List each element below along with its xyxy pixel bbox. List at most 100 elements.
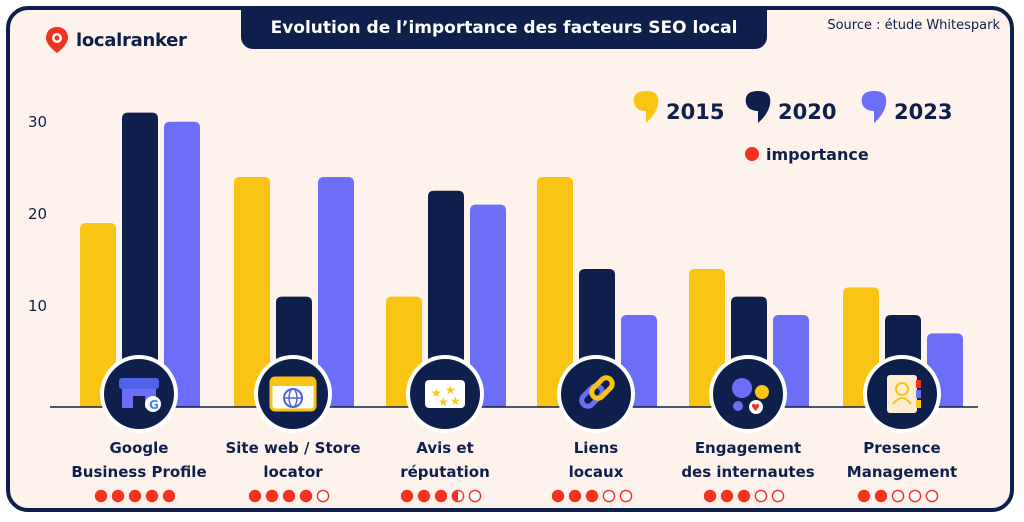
category-label-line: Presence bbox=[863, 439, 941, 457]
store-door bbox=[133, 396, 145, 408]
importance-dot-half-fill bbox=[451, 489, 458, 503]
importance-dot-filled bbox=[585, 489, 599, 503]
importance-dot-empty bbox=[891, 489, 905, 503]
legend-marker-2015 bbox=[633, 91, 659, 123]
review-star: ★ bbox=[450, 394, 461, 408]
review-bubble bbox=[425, 380, 465, 408]
importance-dot-filled bbox=[111, 489, 125, 503]
infographic-frame: localranker Evolution de l’importance de… bbox=[6, 6, 1014, 512]
bar-2020 bbox=[428, 190, 464, 407]
like-bubble bbox=[732, 378, 752, 398]
map-pin-icon bbox=[46, 27, 68, 53]
importance-dot-empty bbox=[908, 489, 922, 503]
bar-2020 bbox=[122, 112, 158, 407]
review-star: ★ bbox=[438, 395, 449, 409]
importance-dot-filled bbox=[128, 489, 142, 503]
contact-book-icon bbox=[863, 355, 941, 433]
legend-importance-label: importance bbox=[766, 145, 869, 164]
importance-dot-filled bbox=[737, 489, 751, 503]
chart-title-banner: Evolution de l’importance des facteurs S… bbox=[241, 10, 767, 49]
review-star: ★ bbox=[445, 383, 456, 397]
legend-marker-2023 bbox=[861, 91, 887, 123]
importance-dot-filled bbox=[299, 489, 313, 503]
google-g: G bbox=[149, 398, 159, 412]
social-engagement-icon: ♥ bbox=[709, 355, 787, 433]
importance-dot-empty bbox=[602, 489, 616, 503]
category-label: Engagement des internautes bbox=[668, 436, 828, 484]
category-label-line: locator bbox=[263, 463, 323, 481]
importance-dot-filled bbox=[857, 489, 871, 503]
importance-dot-filled bbox=[145, 489, 159, 503]
legend-label-2020: 2020 bbox=[778, 100, 836, 124]
store-awning bbox=[119, 378, 159, 389]
category-label: Google Business Profile bbox=[59, 436, 219, 484]
category-label-line: Engagement bbox=[694, 439, 802, 457]
importance-dot-filled bbox=[434, 489, 448, 503]
bar-2023 bbox=[164, 121, 200, 408]
importance-dot-empty bbox=[316, 489, 330, 503]
browser-globe-icon bbox=[254, 355, 332, 433]
browser-bar bbox=[271, 378, 315, 386]
source-note: Source : étude Whitespark bbox=[827, 18, 1000, 33]
bar-2015 bbox=[234, 177, 270, 407]
y-tick-label: 20 bbox=[28, 205, 47, 223]
logo: localranker bbox=[44, 26, 187, 54]
plus-bubble bbox=[733, 401, 743, 411]
importance-dot-filled bbox=[874, 489, 888, 503]
category-label-line: Avis et bbox=[416, 439, 474, 457]
category-label-line: Business Profile bbox=[71, 463, 207, 481]
bar-2015 bbox=[537, 177, 573, 407]
person-body bbox=[892, 397, 912, 405]
bar-2023 bbox=[470, 204, 506, 407]
importance-dot-empty bbox=[925, 489, 939, 503]
heart-bubble bbox=[749, 400, 763, 414]
category-label-line: locaux bbox=[568, 463, 624, 481]
bar-2015 bbox=[80, 223, 116, 407]
importance-dot-empty bbox=[468, 489, 482, 503]
logo-text: localranker bbox=[76, 29, 187, 51]
importance-dot-filled bbox=[94, 489, 108, 503]
importance-dot-filled bbox=[720, 489, 734, 503]
category-label: Avis et réputation bbox=[365, 436, 525, 484]
importance-dot-filled bbox=[568, 489, 582, 503]
category-label-line: Google bbox=[109, 439, 169, 457]
smile-bubble bbox=[755, 385, 769, 399]
y-tick-label: 10 bbox=[28, 297, 47, 315]
category-label-line: des internautes bbox=[681, 463, 815, 481]
importance-dot-filled bbox=[703, 489, 717, 503]
category-label-line: Site web / Store bbox=[225, 439, 361, 457]
category-label-line: Liens bbox=[573, 439, 619, 457]
storefront-icon: G bbox=[100, 355, 178, 433]
importance-dot-filled bbox=[282, 489, 296, 503]
legend-importance-dot bbox=[745, 147, 759, 161]
importance-dot-filled bbox=[400, 489, 414, 503]
category-label: Presence Management bbox=[822, 436, 982, 484]
icon-disc bbox=[561, 359, 631, 429]
chart-title: Evolution de l’importance des facteurs S… bbox=[270, 17, 738, 38]
category-label-line: Management bbox=[846, 463, 958, 481]
book-tab-3 bbox=[916, 400, 921, 408]
importance-dot-filled bbox=[248, 489, 262, 503]
category-label-line: réputation bbox=[400, 463, 490, 481]
google-badge bbox=[145, 396, 161, 412]
heart-glyph: ♥ bbox=[751, 403, 760, 414]
globe-meridian bbox=[288, 388, 298, 408]
importance-dot-filled bbox=[551, 489, 565, 503]
chain-link-icon bbox=[557, 355, 635, 433]
importance-dot-filled bbox=[265, 489, 279, 503]
importance-dot-filled bbox=[417, 489, 431, 503]
review-star: ★ bbox=[431, 386, 442, 400]
importance-dot-empty bbox=[754, 489, 768, 503]
book-tab-1 bbox=[916, 380, 921, 388]
person-head bbox=[895, 382, 909, 396]
category-label: Site web / Store locator bbox=[213, 436, 373, 484]
bar-2023 bbox=[318, 177, 354, 407]
star-review-icon: ★ ★★ ★ bbox=[406, 355, 484, 433]
importance-dot-empty bbox=[771, 489, 785, 503]
chain-link-b bbox=[589, 375, 615, 401]
category-label: Liens locaux bbox=[516, 436, 676, 484]
legend-label-2015: 2015 bbox=[666, 100, 724, 124]
book-tab-2 bbox=[916, 390, 921, 398]
importance-dot-filled bbox=[162, 489, 176, 503]
